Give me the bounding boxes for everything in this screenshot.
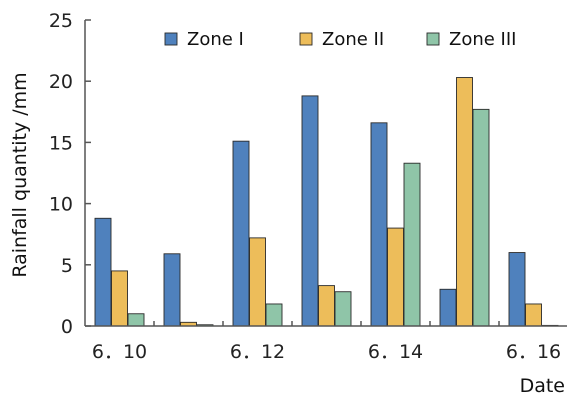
bar-zone-i-6-12 [232,140,250,327]
bar-zone-ii-6-16 [525,303,542,327]
bar-zone-ii-6-13 [318,285,335,327]
y-tick-label: 10 [49,194,73,216]
bar-zone-ii-6-10 [111,270,128,327]
x-tick-label: 6．14 [368,341,423,363]
legend-swatch-zone-iii [426,32,440,46]
bar-zone-ii-6-15 [456,77,473,327]
bar-zone-i-6-13 [301,95,319,327]
y-tick-label: 20 [49,71,73,93]
x-tick-label: 6．10 [92,341,147,363]
y-tick-label: 25 [49,10,73,32]
y-tick-label: 15 [49,132,73,154]
bar-zone-i-6-10 [94,217,112,327]
bar-zone-ii-6-14 [387,227,404,327]
bar-zone-iii-6-12 [265,303,283,327]
legend-label-zone-ii: Zone II [322,29,384,50]
bar-zone-i-6-11 [163,253,181,327]
x-axis-title: Date [520,375,565,396]
bar-zone-i-6-16 [508,252,526,327]
bar-zone-i-6-15 [439,288,457,327]
bar-zone-i-6-14 [370,122,388,327]
legend-label-zone-iii: Zone III [449,29,516,50]
bar-zone-iii-6-10 [127,313,145,327]
bar-zone-ii-6-12 [249,237,266,327]
y-tick-label: 5 [61,255,73,277]
legend: Zone I Zone II Zone III [164,29,516,50]
legend-swatch-zone-ii [299,32,313,46]
x-tick-label: 6．16 [506,341,561,363]
y-axis-title: Rainfall quantity /mm [9,72,31,277]
bar-zone-iii-6-15 [472,108,490,327]
bar-zone-iii-6-13 [334,291,352,327]
y-tick-label: 0 [61,316,73,338]
axes: 0 5 10 15 20 25 6．10 6．12 6．14 6．16 [49,10,567,363]
legend-label-zone-i: Zone I [187,29,244,50]
bar-zone-iii-6-14 [403,162,421,327]
bars [94,77,559,327]
x-tick-label: 6．12 [230,341,285,363]
legend-swatch-zone-i [164,32,178,46]
